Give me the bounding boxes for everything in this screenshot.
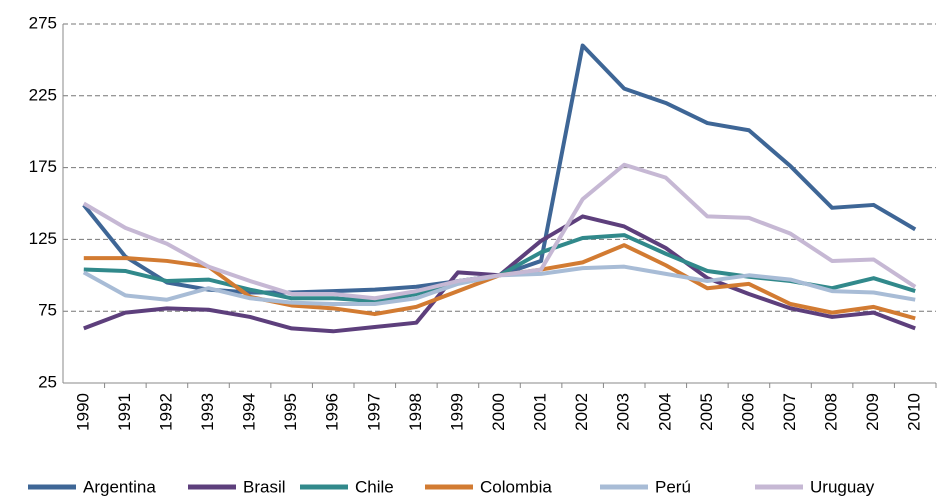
x-tick-label: 1992 [156, 393, 175, 431]
x-tick-label: 1999 [447, 393, 466, 431]
x-tick-label: 2008 [822, 393, 841, 431]
y-tick-label: 75 [38, 301, 57, 320]
series-line [82, 264, 916, 307]
y-tick-label: 25 [38, 372, 57, 391]
legend-label: Brasil [243, 477, 286, 496]
legend-label: Chile [355, 477, 394, 496]
x-tick-label: 1994 [240, 393, 259, 431]
x-tick-label: 2001 [531, 393, 550, 431]
y-tick-label: 175 [29, 157, 57, 176]
x-tick-label: 2002 [572, 393, 591, 431]
x-tick-label: 1998 [406, 393, 425, 431]
x-tick-label: 2004 [655, 393, 674, 431]
y-tick-label: 225 [29, 85, 57, 104]
x-tick-label: 2007 [780, 393, 799, 431]
x-tick-label: 1991 [115, 393, 134, 431]
x-tick-label: 2009 [863, 393, 882, 431]
legend-label: Argentina [83, 477, 156, 496]
x-tick-label: 1997 [364, 393, 383, 431]
x-tick-label: 2000 [489, 393, 508, 431]
x-tick-label: 2006 [738, 393, 757, 431]
x-tick-label: 2005 [697, 393, 716, 431]
y-tick-label: 125 [29, 229, 57, 248]
x-tick-label: 1993 [198, 393, 217, 431]
series-line [82, 43, 917, 295]
x-tick-label: 1990 [73, 393, 92, 431]
legend-label: Uruguay [810, 477, 875, 496]
series-line [82, 162, 917, 301]
x-tick-label: 1996 [323, 393, 342, 431]
legend-label: Perú [655, 477, 691, 496]
y-tick-label: 275 [29, 13, 57, 32]
x-tick-label: 1995 [281, 393, 300, 431]
x-tick-label: 2003 [614, 393, 633, 431]
legend-label: Colombia [480, 477, 552, 496]
x-tick-label: 2010 [905, 393, 924, 431]
